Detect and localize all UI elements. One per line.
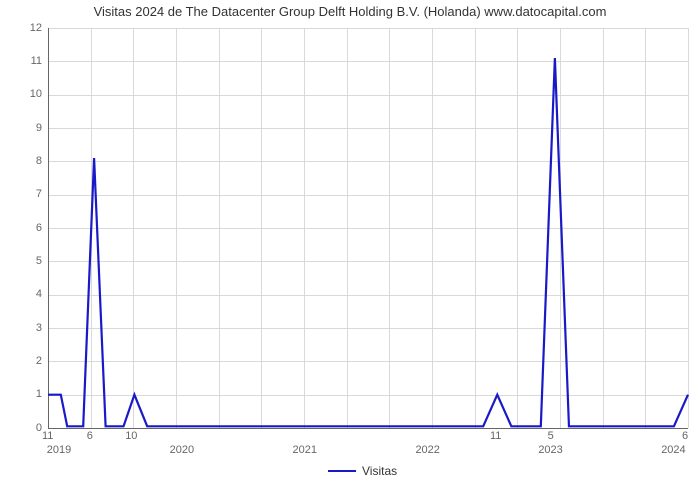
plot-area [48, 28, 688, 428]
y-tick-label: 9 [36, 122, 42, 134]
x-minor-label: 10 [125, 430, 137, 442]
x-minor-label: 11 [42, 430, 53, 442]
x-minor-label: 6 [682, 430, 688, 442]
y-tick-label: 10 [30, 88, 42, 100]
x-minor-label: 11 [490, 430, 501, 442]
x-category-label: 2019 [47, 444, 71, 456]
x-category-label: 2023 [538, 444, 562, 456]
x-minor-label: 5 [548, 430, 554, 442]
gridline-vertical [688, 28, 689, 428]
x-category-label: 2021 [293, 444, 317, 456]
y-tick-label: 6 [36, 222, 42, 234]
y-tick-label: 2 [36, 355, 42, 367]
x-category-label: 2020 [170, 444, 194, 456]
y-tick-label: 3 [36, 322, 42, 334]
x-category-label: 2024 [661, 444, 685, 456]
y-tick-label: 8 [36, 155, 42, 167]
y-tick-label: 7 [36, 188, 42, 200]
x-category-label: 2022 [415, 444, 439, 456]
y-tick-label: 12 [30, 22, 42, 34]
x-axis-line [48, 428, 688, 429]
y-tick-label: 5 [36, 255, 42, 267]
y-tick-label: 11 [31, 55, 42, 67]
x-minor-label: 6 [87, 430, 93, 442]
legend-swatch [328, 470, 356, 472]
y-tick-label: 1 [36, 388, 42, 400]
chart-title: Visitas 2024 de The Datacenter Group Del… [0, 4, 700, 19]
legend-label: Visitas [362, 464, 397, 478]
chart-legend: Visitas [328, 464, 397, 478]
visits-series [48, 28, 688, 428]
y-tick-label: 4 [36, 288, 42, 300]
visits-line-chart: Visitas 2024 de The Datacenter Group Del… [0, 0, 700, 500]
